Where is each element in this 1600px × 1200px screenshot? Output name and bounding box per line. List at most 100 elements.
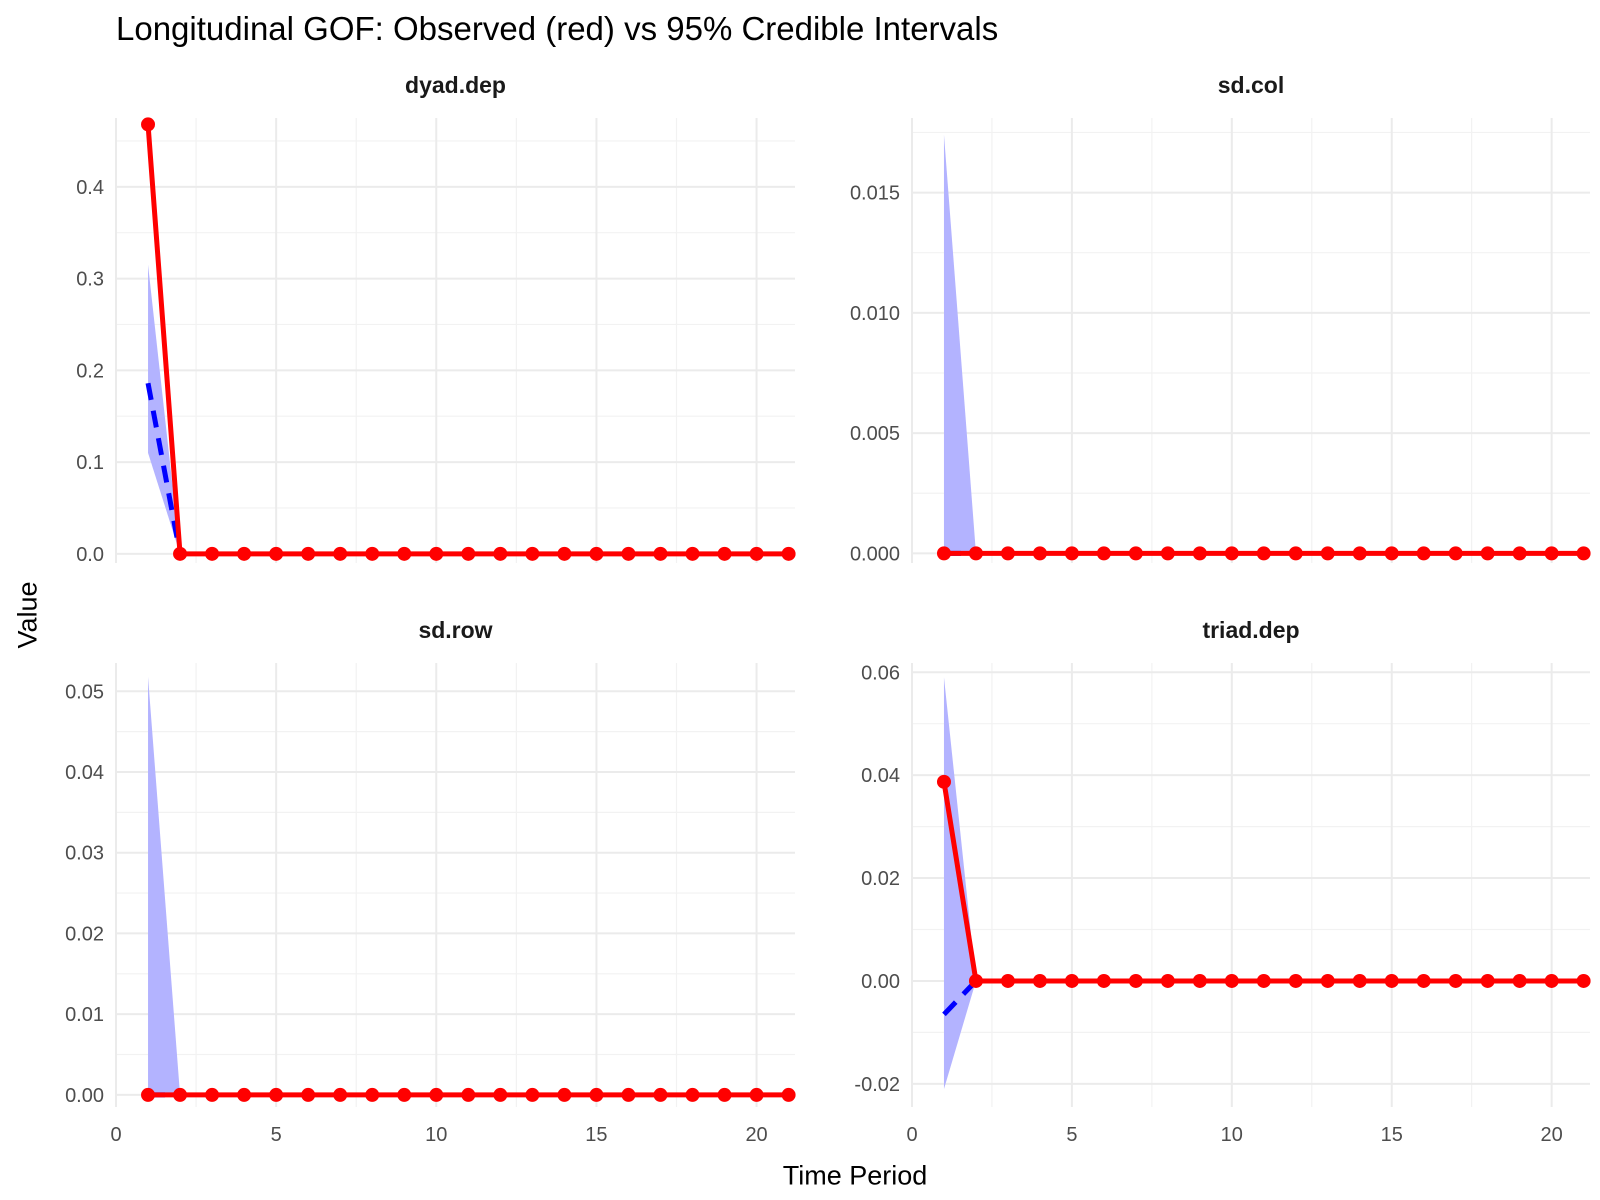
observed-point (525, 546, 540, 561)
y-tick-label: 0.015 (850, 183, 900, 205)
facet-sd.col: 0.000 0.005 0.010 0.015 sd.col (850, 72, 1591, 565)
observed-point (1032, 546, 1047, 561)
y-tick-label: 0.00 (65, 1085, 104, 1107)
observed-point (936, 774, 951, 789)
observed-point (397, 1087, 412, 1102)
observed-point (1064, 973, 1079, 988)
observed-point (1320, 973, 1335, 988)
observed-point (205, 546, 220, 561)
observed-point (1000, 973, 1015, 988)
x-tick-label: 0 (906, 1124, 917, 1146)
facet-dyad.dep: 0.0 0.1 0.2 0.3 0.4 dyad.dep (76, 72, 796, 566)
observed-point (621, 1087, 636, 1102)
y-tick-label: 0.000 (850, 543, 900, 565)
observed-point (1512, 973, 1527, 988)
y-tick-label: 0.0 (76, 544, 104, 566)
observed-point (1032, 973, 1047, 988)
x-tick-label: 10 (425, 1124, 447, 1146)
observed-point (1352, 973, 1367, 988)
observed-point (1256, 546, 1271, 561)
y-tick-label: 0.1 (76, 452, 104, 474)
y-tick-label: 0.06 (861, 662, 900, 684)
observed-point (685, 546, 700, 561)
credible-interval-band (943, 134, 976, 554)
observed-point (397, 546, 412, 561)
observed-point (205, 1087, 220, 1102)
observed-point (1160, 546, 1175, 561)
y-tick-label: 0.02 (861, 868, 900, 890)
observed-point (968, 973, 983, 988)
posterior-mean-line (942, 979, 978, 1017)
x-tick-label: 15 (1381, 1124, 1403, 1146)
observed-point (1384, 973, 1399, 988)
facet-sd.row: 0 5 10 15 20 0.00 0.01 0.02 0.03 0.04 0.05 sd.row (65, 617, 796, 1146)
posterior-mean-line (145, 382, 183, 555)
observed-point (1288, 546, 1303, 561)
x-tick-label: 20 (745, 1124, 767, 1146)
observed-point (141, 1087, 156, 1102)
observed-point (333, 1087, 348, 1102)
observed-line (941, 781, 1584, 984)
observed-point (685, 1087, 700, 1102)
observed-point (557, 546, 572, 561)
observed-point (301, 546, 316, 561)
credible-interval-band (148, 264, 181, 554)
observed-point (237, 546, 252, 561)
y-tick-label: 0.05 (65, 681, 104, 703)
observed-point (1128, 546, 1143, 561)
y-tick-label: 0.010 (850, 303, 900, 325)
facet-strip-label: triad.dep (1202, 617, 1299, 643)
y-tick-label: 0.02 (65, 923, 104, 945)
y-tick-label: 0.04 (65, 762, 104, 784)
observed-point (141, 117, 156, 132)
observed-point (1320, 546, 1335, 561)
observed-line (145, 124, 789, 557)
x-axis-label: Time Period (782, 1160, 928, 1191)
observed-point (717, 1087, 732, 1102)
facet-strip-label: dyad.dep (405, 72, 506, 98)
observed-point (653, 546, 668, 561)
observed-point (1416, 546, 1431, 561)
observed-point (1064, 546, 1079, 561)
observed-point (1352, 546, 1367, 561)
y-tick-label: 0.4 (76, 177, 104, 199)
y-tick-label: 0.01 (65, 1004, 104, 1026)
chart-title: Longitudinal GOF: Observed (red) vs 95% … (116, 10, 999, 47)
facet-triad.dep: 0 5 10 15 20 -0.02 0.00 0.02 0.04 0.06 triad.dep (854, 617, 1591, 1146)
observed-point (365, 546, 380, 561)
observed-point (461, 546, 476, 561)
observed-point (1384, 546, 1399, 561)
observed-point (968, 546, 983, 561)
observed-point (781, 1087, 796, 1102)
y-tick-label: 0.005 (850, 423, 900, 445)
observed-point (1192, 973, 1207, 988)
observed-point (173, 546, 188, 561)
observed-point (589, 1087, 604, 1102)
y-tick-label: 0.04 (861, 765, 900, 787)
y-tick-label: -0.02 (854, 1074, 900, 1096)
observed-point (461, 1087, 476, 1102)
observed-point (1224, 973, 1239, 988)
observed-point (429, 1087, 444, 1102)
observed-point (1448, 973, 1463, 988)
observed-point (1448, 546, 1463, 561)
credible-interval-band (148, 676, 181, 1095)
observed-point (1480, 973, 1495, 988)
observed-point (1576, 973, 1591, 988)
observed-point (429, 546, 444, 561)
observed-point (1512, 546, 1527, 561)
y-tick-label: 0.03 (65, 843, 104, 865)
observed-point (717, 546, 732, 561)
observed-point (1000, 546, 1015, 561)
x-tick-label: 5 (271, 1124, 282, 1146)
observed-point (1256, 973, 1271, 988)
x-tick-label: 5 (1066, 1124, 1077, 1146)
observed-point (269, 546, 284, 561)
observed-point (269, 1087, 284, 1102)
observed-point (525, 1087, 540, 1102)
observed-point (333, 546, 348, 561)
facet-strip-label: sd.row (418, 617, 492, 643)
observed-point (1096, 546, 1111, 561)
observed-point (1224, 546, 1239, 561)
